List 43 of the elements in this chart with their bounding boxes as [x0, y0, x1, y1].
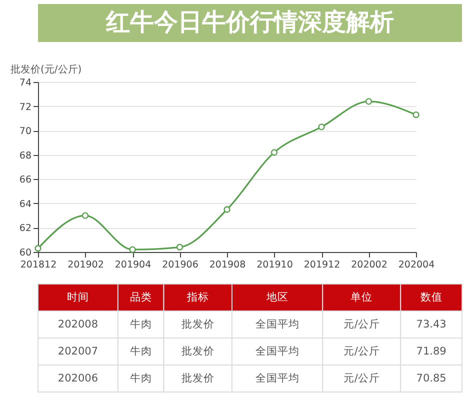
text: 71.89 [416, 346, 446, 358]
text: 牛肉 [130, 346, 152, 358]
text: 73.43 [416, 318, 446, 330]
y-tick-label: 66 [19, 174, 32, 186]
text: 全国平均 [255, 372, 300, 384]
y-tick-label: 60 [19, 248, 32, 258]
x-tick-label: 202002 [351, 260, 388, 270]
category-label: 地区 [265, 290, 288, 304]
y-tick-label: 72 [19, 102, 32, 113]
text: 202007 [58, 346, 98, 358]
category-label: 单位 [350, 290, 373, 304]
text: 元/公斤 [343, 372, 380, 384]
x-tick-label: 201912 [304, 260, 340, 270]
y-tick-label: 70 [19, 126, 32, 138]
x-tick-label: 201908 [209, 260, 246, 270]
text: 元/公斤 [343, 318, 380, 330]
text: 202006 [58, 372, 98, 384]
y-tick-label: 68 [19, 150, 32, 162]
text: 批发价 [181, 346, 214, 358]
text: 牛肉 [130, 318, 152, 330]
text: 牛肉 [130, 372, 152, 384]
x-tick-label: 201906 [162, 260, 198, 270]
category-label: 数值 [420, 292, 442, 304]
x-tick-label: 201902 [68, 260, 104, 270]
text: 全国平均 [255, 318, 300, 330]
text: 元/公斤 [343, 346, 380, 358]
chart-title: 红牛今日牛价行情深度解析 [105, 8, 394, 36]
y-tick-label: 64 [19, 198, 32, 210]
x-tick-label: 202004 [398, 260, 435, 270]
x-tick-label: 201812 [20, 260, 57, 270]
text: 202008 [58, 318, 98, 330]
y-tick-label: 62 [19, 223, 32, 234]
text: 批发价 [181, 372, 214, 384]
text: 70.85 [416, 372, 446, 384]
category-label: 指标 [186, 292, 209, 304]
x-tick-label: 201904 [114, 260, 152, 270]
x-tick-label: 201910 [256, 260, 293, 270]
category-label: 品类 [130, 290, 152, 304]
y-tick-label: 74 [19, 78, 32, 88]
y-axis-title: 批发价(元/公斤) [10, 64, 82, 76]
text: 批发价 [181, 318, 214, 330]
text: 全国平均 [255, 346, 300, 358]
category-label: 时间 [66, 290, 89, 304]
